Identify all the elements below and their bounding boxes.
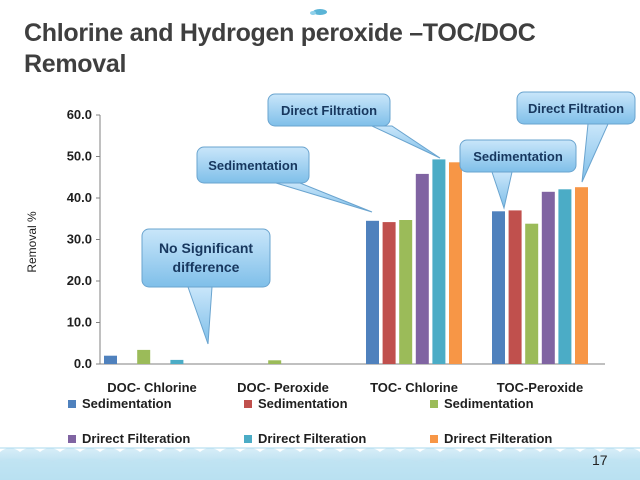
legend-swatch (244, 399, 252, 408)
callout: Direct Filtration (267, 93, 441, 159)
legend-item: Drirect Filteration (68, 431, 190, 446)
bar (449, 162, 462, 364)
legend-item: Sedimentation (244, 396, 348, 411)
y-tick-label: 50.0 (67, 149, 92, 164)
water-drop-icon (310, 9, 327, 15)
callout: No Significant difference (141, 228, 271, 345)
bar (575, 187, 588, 364)
legend-swatch (430, 399, 438, 408)
x-category-label: DOC- Peroxide (237, 380, 329, 395)
y-tick-label: 60.0 (67, 107, 92, 122)
x-category-label: DOC- Chlorine (107, 380, 197, 395)
y-axis-label: Removal % (25, 211, 39, 273)
callout-box (141, 228, 271, 288)
callout-text: Sedimentation (208, 158, 298, 173)
callout-pointer (275, 182, 373, 213)
legend-swatch (430, 434, 438, 443)
legend-swatch (244, 434, 252, 443)
legend-label: Sedimentation (444, 396, 534, 411)
legend-label: Sedimentation (258, 396, 348, 411)
legend-swatch (68, 434, 76, 443)
callout-box (516, 91, 636, 125)
chart-bars (104, 159, 588, 364)
bar (399, 220, 413, 364)
wave-shape (0, 458, 640, 480)
slide-title: Chlorine and Hydrogen peroxide –TOC/DOC … (24, 18, 604, 80)
legend-item: Sedimentation (68, 396, 172, 411)
x-category-label: TOC- Chlorine (370, 380, 458, 395)
bar (508, 210, 522, 364)
y-tick-label: 0.0 (74, 356, 92, 371)
callout-text: No Significant difference (159, 240, 253, 275)
callout-pointer (491, 171, 513, 210)
y-tick-labels: 0.0 10.0 20.0 30.0 40.0 50.0 60.0 (67, 107, 92, 371)
bar (268, 360, 282, 364)
callout: Sedimentation (196, 146, 373, 213)
title-line-1: Chlorine and Hydrogen peroxide –TOC/DOC (24, 19, 536, 47)
callout-text: Direct Filtration (528, 101, 624, 116)
callout-pointer (581, 123, 609, 183)
wave-decoration (0, 447, 640, 480)
callout-text: Sedimentation (473, 149, 563, 164)
y-tick-label: 30.0 (67, 232, 92, 247)
y-tick-label: 20.0 (67, 273, 92, 288)
bar (137, 349, 151, 364)
legend-item: Sedimentation (430, 396, 534, 411)
bar (492, 211, 505, 364)
bar (104, 355, 117, 364)
bar (525, 223, 539, 364)
callout-box (267, 93, 391, 127)
callout-text: Direct Filtration (281, 103, 377, 118)
legend-label: Drirect Filteration (444, 431, 553, 446)
chart-annotations: No Significant difference Sedimentation Dir… (141, 91, 636, 345)
bar (415, 173, 429, 364)
bar (382, 222, 396, 364)
callout: Sedimentation (459, 139, 577, 210)
legend-item: Drirect Filteration (244, 431, 366, 446)
bar (170, 359, 184, 364)
x-category-labels: DOC- Chlorine DOC- Peroxide TOC- Chlorine T… (107, 380, 583, 395)
callout-pointer (187, 286, 213, 345)
bar (558, 189, 572, 364)
bar (432, 159, 446, 364)
callout-box (459, 139, 577, 173)
callout: Direct Filtration (516, 91, 636, 183)
callout-box (196, 146, 310, 184)
callout-pointer (371, 125, 441, 159)
y-tick-label: 40.0 (67, 190, 92, 205)
legend-item: Drirect Filteration (430, 431, 552, 446)
title-line-2: Removal (24, 50, 127, 78)
x-category-label: TOC-Peroxide (497, 380, 583, 395)
legend-label: Sedimentation (82, 396, 172, 411)
legend-label: Drirect Filteration (258, 431, 367, 446)
bar (366, 220, 379, 364)
legend-label: Drirect Filteration (82, 431, 191, 446)
bar (541, 191, 555, 364)
legend-swatch (68, 399, 76, 408)
slide-number: 17 (592, 452, 608, 468)
y-tick-label: 10.0 (67, 315, 92, 330)
